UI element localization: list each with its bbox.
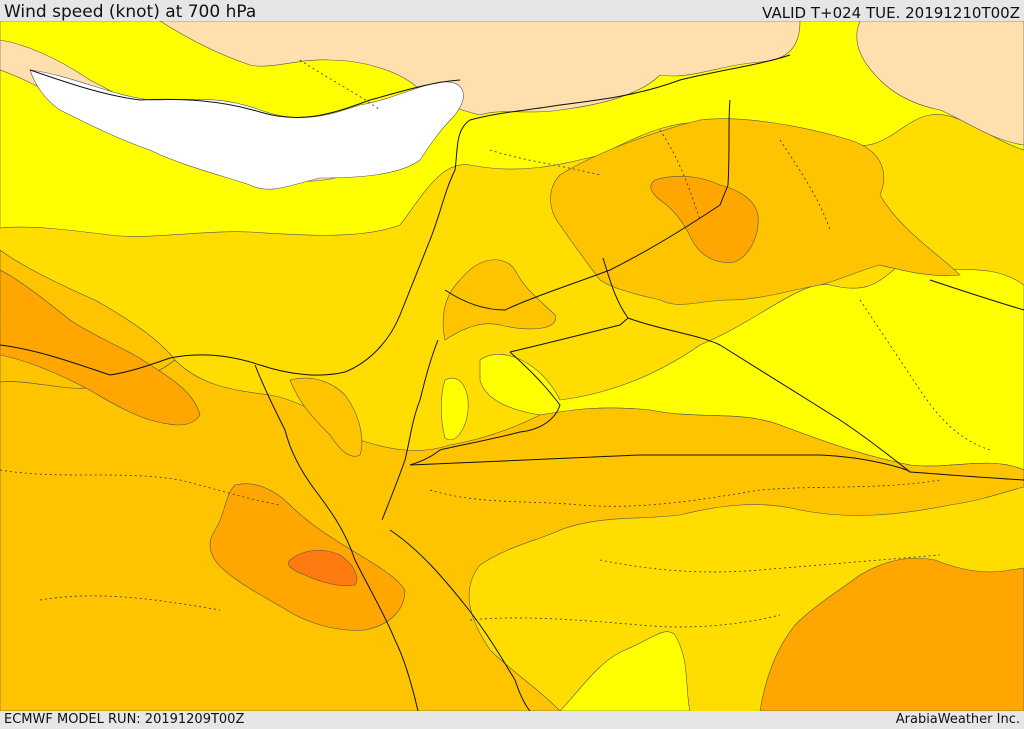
strongest-wind-core	[288, 550, 358, 587]
wind-speed-map[interactable]	[0, 21, 1024, 711]
brand-label: ArabiaWeather Inc.	[895, 712, 1020, 727]
admin-boundaries	[0, 59, 991, 628]
footer-bar: ECMWF MODEL RUN: 20191209T00Z ArabiaWeat…	[0, 711, 1024, 729]
coastlines	[0, 54, 1024, 711]
light-wind-regions	[0, 21, 1024, 182]
map-title: Wind speed (knot) at 700 hPa	[4, 2, 257, 22]
header-bar: Wind speed (knot) at 700 hPa VALID T+024…	[0, 0, 1024, 22]
valid-time: VALID T+024 TUE. 20191210T00Z	[762, 4, 1020, 22]
model-run-label: ECMWF MODEL RUN: 20191209T00Z	[4, 712, 245, 727]
